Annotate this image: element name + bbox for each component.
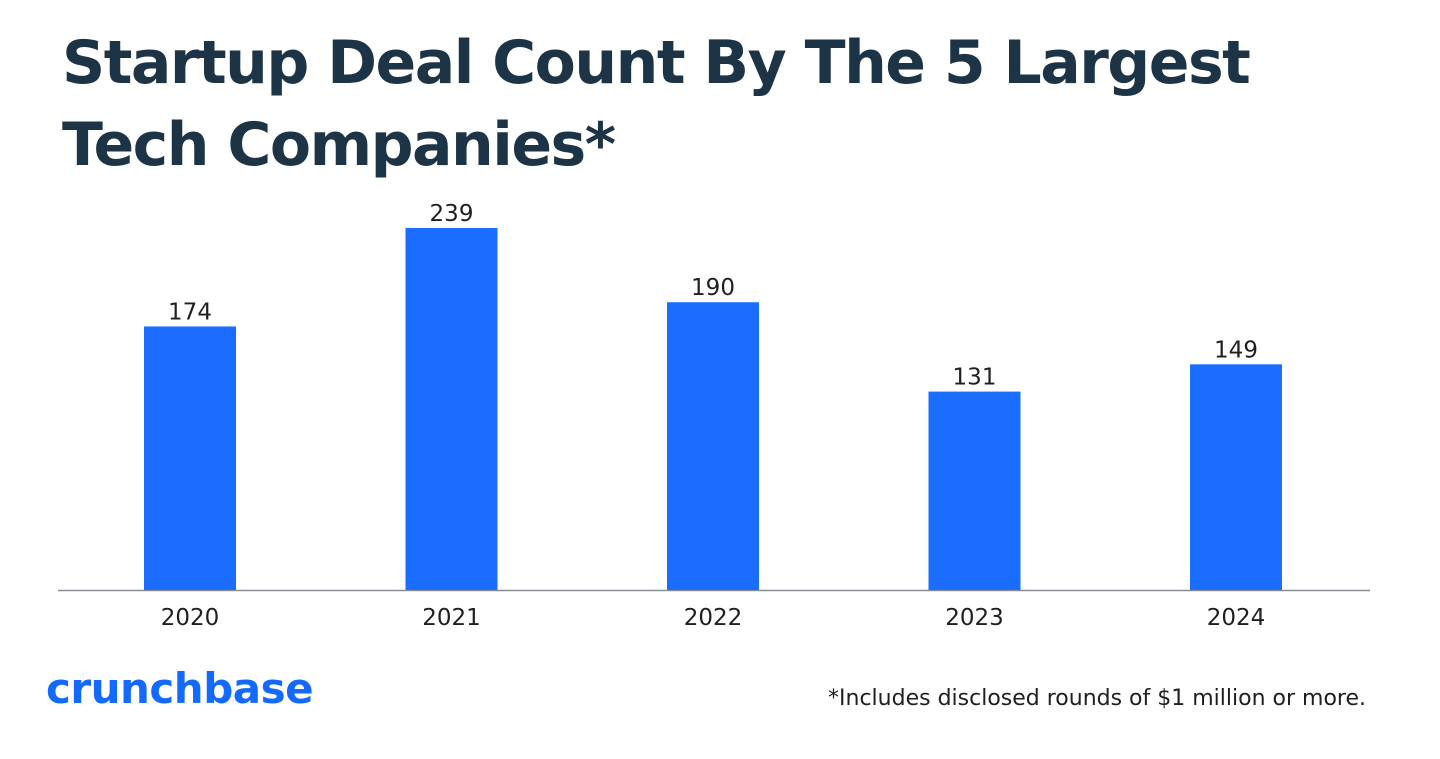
data-label-2021: 239 [430, 201, 474, 227]
footnote: *Includes disclosed rounds of $1 million… [828, 686, 1366, 711]
x-tick-label-2020: 2020 [161, 605, 220, 631]
bar-2024 [1190, 364, 1282, 590]
bar-2021 [405, 228, 498, 590]
crunchbase-logo: crunchbase [46, 664, 314, 713]
x-tick-label-2021: 2021 [422, 605, 481, 631]
chart-title: Startup Deal Count By The 5 Largest Tech… [62, 28, 1251, 180]
data-label-2023: 131 [953, 365, 997, 391]
bar-2023 [928, 391, 1021, 590]
data-label-2020: 174 [168, 299, 212, 325]
data-label-2024: 149 [1214, 337, 1258, 363]
bar-2022 [667, 302, 759, 590]
bar-2020 [144, 326, 236, 590]
x-tick-label-2023: 2023 [945, 605, 1004, 631]
x-tick-label-2024: 2024 [1207, 605, 1266, 631]
x-tick-label-2022: 2022 [684, 605, 743, 631]
data-label-2022: 190 [691, 275, 735, 301]
